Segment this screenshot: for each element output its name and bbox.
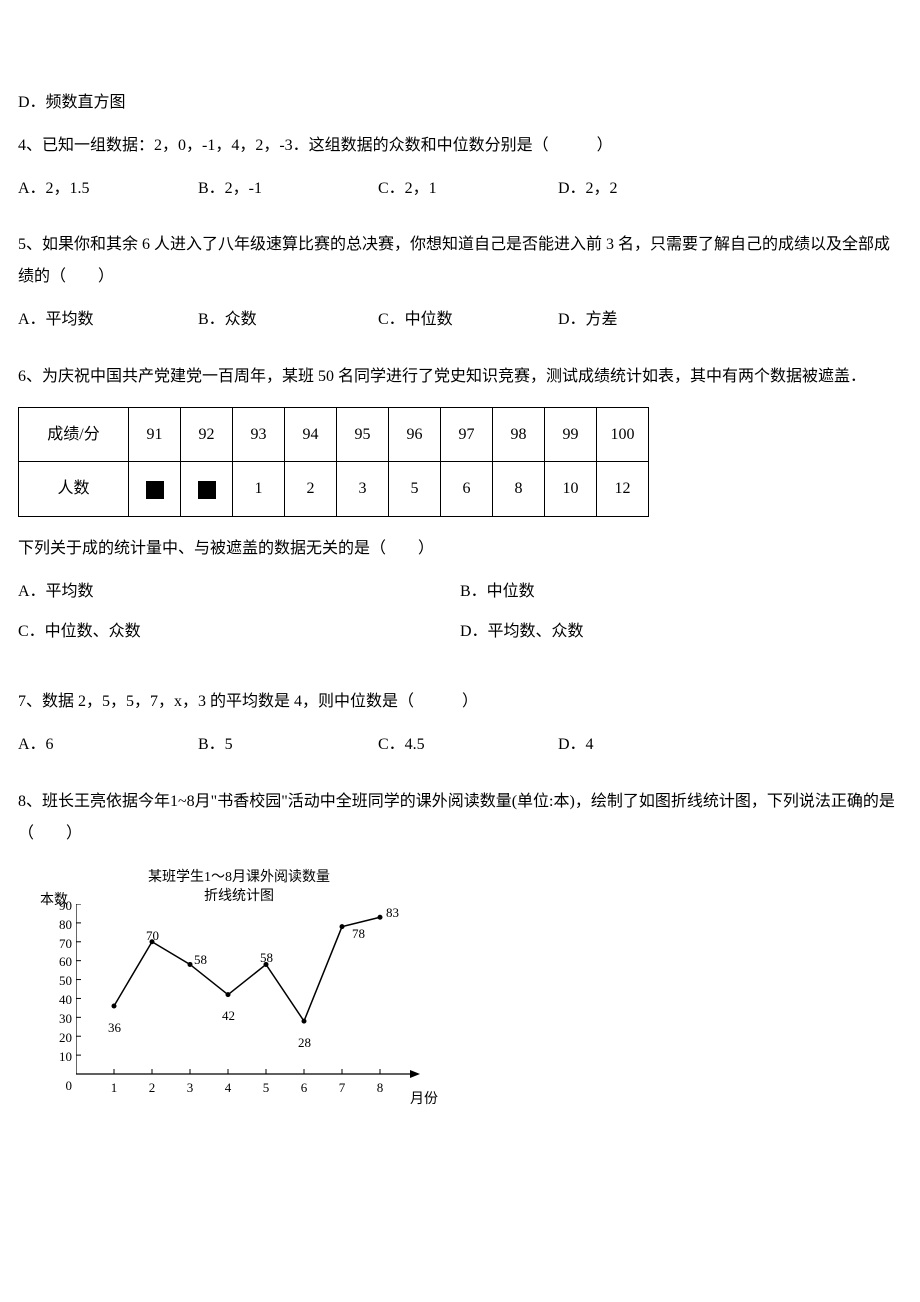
q7-option-a: A．6 (18, 732, 198, 758)
q4-option-c: C．2，1 (378, 176, 558, 202)
q6-cell-4: 3 (337, 462, 389, 517)
q6-header-8: 98 (493, 407, 545, 462)
q6-cell-3: 2 (285, 462, 337, 517)
q8-data-label: 58 (260, 948, 273, 969)
q8-data-label: 70 (146, 926, 159, 947)
question-4: 4、已知一组数据：2，0，-1，4，2，-3．这组数据的众数和中位数分别是（ ）… (18, 130, 902, 202)
q6-table-data-row: 人数 1 2 3 5 6 8 10 12 (19, 462, 649, 517)
q8-data-label: 36 (108, 1018, 121, 1039)
q4-text: 4、已知一组数据：2，0，-1，4，2，-3．这组数据的众数和中位数分别是（ ） (18, 130, 902, 162)
q8-y-tick: 60 (42, 952, 72, 973)
q5-option-b: B．众数 (198, 307, 378, 333)
q6-cell-6: 6 (441, 462, 493, 517)
q4-option-a: A．2，1.5 (18, 176, 198, 202)
q8-chart-title-line1: 某班学生1～8月课外阅读数量 (148, 870, 330, 885)
q6-header-4: 94 (285, 407, 337, 462)
q5-option-a: A．平均数 (18, 307, 198, 333)
q6-header-9: 99 (545, 407, 597, 462)
q8-y-tick: 70 (42, 934, 72, 955)
q8-data-label: 42 (222, 1006, 235, 1027)
q8-chart-title-line2: 折线统计图 (204, 889, 274, 904)
q6-cell-1 (181, 462, 233, 517)
q6-header-2: 92 (181, 407, 233, 462)
q8-y-tick: 90 (42, 896, 72, 917)
q6-option-b: B．中位数 (460, 579, 902, 605)
q6-header-1: 91 (129, 407, 181, 462)
q6-table: 成绩/分 91 92 93 94 95 96 97 98 99 100 人数 1… (18, 407, 649, 517)
q6-header-3: 93 (233, 407, 285, 462)
q6-cell-2: 1 (233, 462, 285, 517)
q8-data-label: 83 (386, 903, 399, 924)
q6-row2-label: 人数 (19, 462, 129, 517)
q8-y-tick: 40 (42, 990, 72, 1011)
question-8: 8、班长王亮依据今年1~8月"书香校园"活动中全班同学的课外阅读数量(单位:本)… (18, 786, 902, 1124)
q8-y-tick: 30 (42, 1009, 72, 1030)
q8-data-label: 28 (298, 1033, 311, 1054)
q6-option-a: A．平均数 (18, 579, 460, 605)
q8-y-tick: 50 (42, 971, 72, 992)
q4-options: A．2，1.5 B．2，-1 C．2，1 D．2，2 (18, 176, 902, 202)
q6-cell-8: 10 (545, 462, 597, 517)
q6-text: 6、为庆祝中国共产党建党一百周年，某班 50 名同学进行了党史知识竞赛，测试成绩… (18, 361, 902, 393)
q8-text: 8、班长王亮依据今年1~8月"书香校园"活动中全班同学的课外阅读数量(单位:本)… (18, 786, 902, 850)
q6-header-10: 100 (597, 407, 649, 462)
q8-y-tick: 10 (42, 1047, 72, 1068)
q8-data-label: 78 (352, 924, 365, 945)
q7-option-c: C．4.5 (378, 732, 558, 758)
q6-header-6: 96 (389, 407, 441, 462)
q6-cell-5: 5 (389, 462, 441, 517)
q8-y-tick: 20 (42, 1028, 72, 1049)
q7-options: A．6 B．5 C．4.5 D．4 (18, 732, 902, 758)
q5-option-d: D．方差 (558, 307, 738, 333)
q8-data-label: 58 (194, 950, 207, 971)
q6-option-d: D．平均数、众数 (460, 619, 902, 645)
q7-option-d: D．4 (558, 732, 738, 758)
q6-cell-7: 8 (493, 462, 545, 517)
q6-option-c: C．中位数、众数 (18, 619, 460, 645)
q8-y-tick: 80 (42, 915, 72, 936)
q3-option-d: D．频数直方图 (18, 90, 902, 116)
q8-chart-title: 某班学生1～8月课外阅读数量 折线统计图 (148, 868, 330, 907)
q5-options: A．平均数 B．众数 C．中位数 D．方差 (18, 307, 902, 333)
q8-chart: 某班学生1～8月课外阅读数量 折线统计图 本数 月份 9080706050403… (18, 864, 438, 1124)
black-box-icon (198, 481, 216, 499)
q6-options: A．平均数 B．中位数 C．中位数、众数 D．平均数、众数 (18, 579, 902, 658)
q7-option-b: B．5 (198, 732, 378, 758)
q7-text: 7、数据 2，5，5，7，x，3 的平均数是 4，则中位数是（ ） (18, 686, 902, 718)
q8-origin-label: 0 (52, 1076, 72, 1097)
question-6: 6、为庆祝中国共产党建党一百周年，某班 50 名同学进行了党史知识竞赛，测试成绩… (18, 361, 902, 658)
question-7: 7、数据 2，5，5，7，x，3 的平均数是 4，则中位数是（ ） A．6 B．… (18, 686, 902, 758)
q5-text: 5、如果你和其余 6 人进入了八年级速算比赛的总决赛，你想知道自己是否能进入前 … (18, 229, 902, 293)
q6-header-0: 成绩/分 (19, 407, 129, 462)
q6-header-5: 95 (337, 407, 389, 462)
q6-table-header-row: 成绩/分 91 92 93 94 95 96 97 98 99 100 (19, 407, 649, 462)
q8-line-chart-svg (76, 904, 436, 1094)
question-5: 5、如果你和其余 6 人进入了八年级速算比赛的总决赛，你想知道自己是否能进入前 … (18, 229, 902, 333)
black-box-icon (146, 481, 164, 499)
q6-aftertext: 下列关于成的统计量中、与被遮盖的数据无关的是（ ） (18, 533, 902, 565)
q4-option-d: D．2，2 (558, 176, 738, 202)
q4-option-b: B．2，-1 (198, 176, 378, 202)
q6-header-7: 97 (441, 407, 493, 462)
q5-option-c: C．中位数 (378, 307, 558, 333)
q6-cell-0 (129, 462, 181, 517)
q6-cell-9: 12 (597, 462, 649, 517)
